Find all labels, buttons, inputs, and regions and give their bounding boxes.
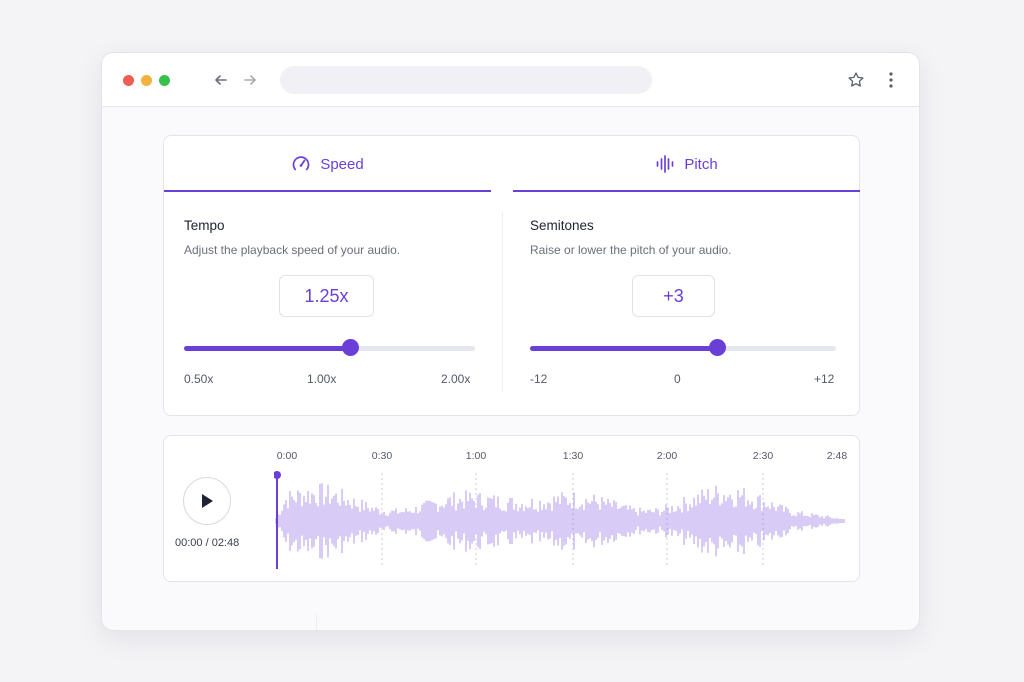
speed-slider-fill	[184, 346, 350, 351]
timeline-label: 0:30	[371, 450, 393, 462]
tempo-title: Tempo	[184, 218, 225, 233]
star-icon	[848, 72, 864, 87]
tab-pitch[interactable]: Pitch	[513, 136, 860, 192]
bottom-edge-divider	[316, 614, 317, 630]
semitones-title: Semitones	[530, 218, 594, 233]
timeline-label: 1:30	[562, 450, 584, 462]
pitch-slider-thumb[interactable]	[708, 339, 726, 356]
tab-speed-label: Speed	[320, 155, 364, 173]
browser-menu-button[interactable]	[879, 68, 903, 92]
timeline-label: 2:30	[752, 450, 774, 462]
minimize-window-button[interactable]	[141, 75, 152, 86]
playhead-handle[interactable]	[274, 471, 281, 479]
speed-slider-thumb[interactable]	[341, 339, 359, 356]
pitch-mid-label: 0	[674, 372, 681, 386]
timeline-label: 0:00	[276, 450, 298, 462]
speed-slider[interactable]	[184, 339, 475, 357]
speed-min-label: 0.50x	[184, 372, 214, 386]
column-divider	[502, 212, 503, 392]
time-readout: 00:00 / 02:48	[175, 537, 240, 549]
tab-pitch-label: Pitch	[684, 155, 718, 173]
speed-value-field[interactable]: 1.25x	[279, 275, 374, 317]
arrow-right-icon	[244, 75, 256, 85]
forward-button[interactable]	[239, 69, 261, 91]
back-button[interactable]	[210, 69, 232, 91]
pitch-slider[interactable]	[530, 339, 836, 357]
timeline-label: 2:48	[826, 450, 848, 462]
waveform-icon	[656, 155, 674, 173]
waveform-track[interactable]	[274, 471, 850, 571]
tempo-description: Adjust the playback speed of your audio.	[184, 243, 401, 257]
play-button[interactable]	[183, 477, 231, 525]
close-window-button[interactable]	[123, 75, 134, 86]
speedometer-icon	[293, 156, 310, 171]
pitch-max-label: +12	[814, 372, 835, 386]
pitch-value-field[interactable]: +3	[632, 275, 715, 317]
audio-player: 00:00 / 02:48 0:00 0:30 1:00 1:30 2:00 2…	[163, 435, 860, 582]
pitch-min-label: -12	[530, 372, 548, 386]
tab-speed[interactable]: Speed	[164, 136, 491, 192]
address-bar[interactable]	[280, 66, 652, 94]
speed-mid-label: 1.00x	[307, 372, 337, 386]
maximize-window-button[interactable]	[159, 75, 170, 86]
tab-pitch-underline	[513, 190, 860, 192]
timeline-label: 2:00	[656, 450, 678, 462]
browser-window: Speed Pitch Tempo Adjust the playback sp…	[101, 52, 920, 631]
more-vertical-icon	[889, 72, 893, 88]
pitch-slider-fill	[530, 346, 717, 351]
speed-max-label: 2.00x	[441, 372, 471, 386]
bookmark-button[interactable]	[844, 68, 868, 92]
timeline-label: 1:00	[465, 450, 487, 462]
tab-speed-underline	[164, 190, 491, 192]
semitones-description: Raise or lower the pitch of your audio.	[530, 243, 732, 257]
play-icon	[202, 494, 213, 508]
arrow-left-icon	[215, 75, 227, 85]
browser-toolbar	[102, 53, 919, 107]
settings-panel: Speed Pitch Tempo Adjust the playback sp…	[163, 135, 860, 416]
